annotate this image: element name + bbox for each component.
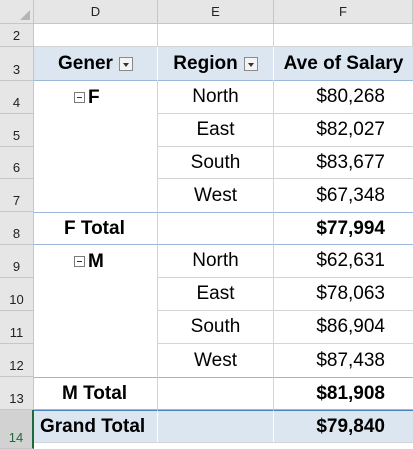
filter-dropdown-icon[interactable] — [243, 56, 258, 71]
row-header-3[interactable]: 3 — [0, 47, 34, 81]
subtotal-label-f[interactable]: F Total — [34, 212, 158, 245]
filter-dropdown-icon[interactable] — [118, 56, 133, 71]
row-header-10[interactable]: 10 — [0, 278, 34, 311]
row-header-4[interactable]: 4 — [0, 81, 34, 114]
cell-d7[interactable] — [34, 179, 158, 212]
row-header-14[interactable]: 14 — [0, 410, 34, 449]
cell-e5[interactable]: East — [158, 114, 274, 147]
cell-e4[interactable]: North — [158, 81, 274, 114]
pivot-header-region-label: Region — [173, 52, 238, 74]
column-header-d[interactable]: D — [34, 0, 158, 24]
cell-d12[interactable] — [34, 344, 158, 377]
cell-f6[interactable]: $83,677 — [274, 147, 413, 179]
pivot-header-gender[interactable]: Gener — [34, 47, 158, 81]
cell-f7[interactable]: $67,348 — [316, 184, 385, 206]
row-header-13[interactable]: 13 — [0, 377, 34, 410]
cell-e9[interactable]: North — [158, 245, 274, 278]
below-grid-strip — [34, 442, 413, 449]
pivot-group-f[interactable]: F — [34, 81, 158, 114]
cell-d5[interactable] — [34, 114, 158, 147]
collapse-minus-icon[interactable] — [74, 92, 85, 103]
cell-e10[interactable]: East — [158, 278, 274, 311]
cell-e2[interactable] — [158, 24, 274, 47]
column-header-f[interactable]: F — [274, 0, 413, 24]
pivot-header-salary-label: Ave of Salary — [283, 52, 404, 74]
pivot-header-region[interactable]: Region — [158, 47, 274, 81]
column-header-e[interactable]: E — [158, 0, 274, 24]
cell-e11[interactable]: South — [158, 311, 274, 344]
cell-f5[interactable]: $82,027 — [274, 114, 413, 147]
pivot-header-salary[interactable]: Ave of Salary — [274, 47, 413, 81]
row-header-5[interactable]: 5 — [0, 114, 34, 147]
select-all-corner[interactable] — [0, 0, 34, 24]
row-header-12[interactable]: 12 — [0, 344, 34, 377]
cell-e13[interactable] — [158, 377, 274, 410]
subtotal-value-f[interactable]: $77,994 — [274, 212, 413, 245]
cell-e7[interactable]: West — [158, 179, 274, 212]
cell-e14[interactable] — [158, 410, 274, 442]
grand-total-value[interactable]: $79,840 — [274, 410, 413, 442]
pivot-group-m[interactable]: M — [34, 245, 158, 278]
collapse-minus-icon[interactable] — [74, 256, 85, 267]
cell-e6[interactable]: South — [158, 147, 274, 179]
group-label-m: M — [88, 250, 104, 272]
row-header-11[interactable]: 11 — [0, 311, 34, 344]
row-header-6[interactable]: 6 — [0, 147, 34, 179]
subtotal-label-m[interactable]: M Total — [34, 377, 158, 410]
cell-e8[interactable] — [158, 212, 274, 245]
cell-d10[interactable] — [34, 278, 158, 311]
subtotal-value-m[interactable]: $81,908 — [274, 377, 413, 410]
cell-f11[interactable]: $86,904 — [274, 311, 413, 344]
row-header-9[interactable]: 9 — [0, 245, 34, 278]
pivot-header-gender-label: Gener — [58, 52, 113, 74]
cell-d11[interactable] — [34, 311, 158, 344]
cell-f10[interactable]: $78,063 — [274, 278, 413, 311]
cell-f12[interactable]: $87,438 — [316, 349, 385, 371]
row-header-7[interactable]: 7 — [0, 179, 34, 212]
cell-f2[interactable] — [274, 24, 413, 47]
cell-d6[interactable] — [34, 147, 158, 179]
grand-total-label[interactable]: Grand Total — [34, 410, 158, 442]
group-label-f: F — [88, 86, 100, 108]
cell-f9[interactable]: $62,631 — [274, 245, 413, 278]
row-header-2[interactable]: 2 — [0, 24, 34, 47]
cell-f4[interactable]: $80,268 — [274, 81, 413, 114]
cell-e12[interactable]: West — [158, 344, 274, 377]
row-header-8[interactable]: 8 — [0, 212, 34, 245]
cell-d2[interactable] — [34, 24, 158, 47]
